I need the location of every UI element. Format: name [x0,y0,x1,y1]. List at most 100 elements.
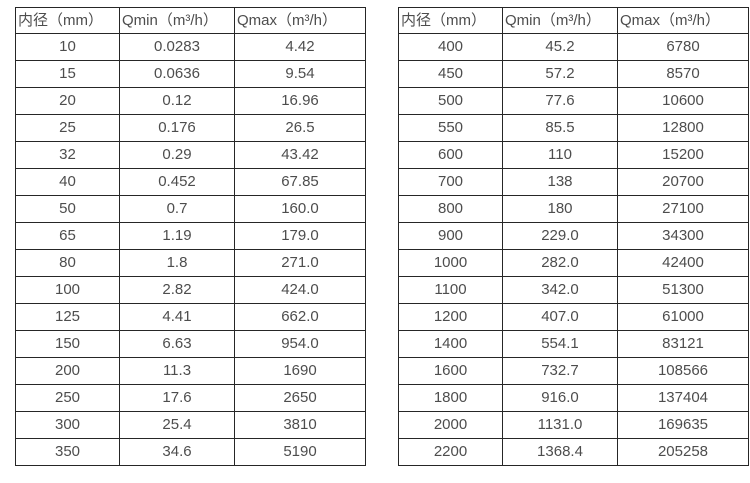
cell: 0.176 [119,114,235,142]
cell: 34.6 [119,438,235,466]
cell: 2650 [234,384,366,412]
cell: 2.82 [119,276,235,304]
cell: 732.7 [502,357,618,385]
cell: 205258 [617,438,749,466]
cell: 282.0 [502,249,618,277]
cell: 51300 [617,276,749,304]
cell: 169635 [617,411,749,439]
cell: 350 [15,438,120,466]
cell: 12800 [617,114,749,142]
cell: 1690 [234,357,366,385]
cell: 27100 [617,195,749,223]
cell: 0.7 [119,195,235,223]
cell: 40 [15,168,120,196]
table-row: 40 0.452 67.85 [15,168,366,196]
table-row: 125 4.41 662.0 [15,303,366,331]
cell: 26.5 [234,114,366,142]
cell: 125 [15,303,120,331]
cell: 8570 [617,60,749,88]
cell: 0.0283 [119,33,235,61]
cell: 138 [502,168,618,196]
cell: 25 [15,114,120,142]
cell: 34300 [617,222,749,250]
table-row: 1200 407.0 61000 [398,303,749,331]
table-row: 20 0.12 16.96 [15,87,366,115]
cell: 1000 [398,249,503,277]
table-row: 150 6.63 954.0 [15,330,366,358]
cell: 32 [15,141,120,169]
cell: 1200 [398,303,503,331]
cell: 45.2 [502,33,618,61]
column-header: Qmax（m³/h） [617,7,749,34]
cell: 0.452 [119,168,235,196]
cell: 6.63 [119,330,235,358]
cell: 50 [15,195,120,223]
table-row: 10 0.0283 4.42 [15,33,366,61]
column-header: 内径（mm） [15,7,120,34]
table-row: 700 138 20700 [398,168,749,196]
cell: 0.0636 [119,60,235,88]
cell: 42400 [617,249,749,277]
table-row: 1400 554.1 83121 [398,330,749,358]
cell: 1600 [398,357,503,385]
column-header: 内径（mm） [398,7,503,34]
table-row: 550 85.5 12800 [398,114,749,142]
table-row: 800 180 27100 [398,195,749,223]
table-row: 50 0.7 160.0 [15,195,366,223]
cell: 61000 [617,303,749,331]
cell: 500 [398,87,503,115]
table-row: 1000 282.0 42400 [398,249,749,277]
cell: 10 [15,33,120,61]
cell: 137404 [617,384,749,412]
table-row: 32 0.29 43.42 [15,141,366,169]
table-row: 600 110 15200 [398,141,749,169]
cell: 450 [398,60,503,88]
cell: 80 [15,249,120,277]
cell: 83121 [617,330,749,358]
cell: 180 [502,195,618,223]
table-row: 900 229.0 34300 [398,222,749,250]
cell: 900 [398,222,503,250]
cell: 179.0 [234,222,366,250]
table-row: 250 17.6 2650 [15,384,366,412]
cell: 300 [15,411,120,439]
table-row: 100 2.82 424.0 [15,276,366,304]
cell: 65 [15,222,120,250]
table-row: 2000 1131.0 169635 [398,411,749,439]
cell: 0.29 [119,141,235,169]
cell: 424.0 [234,276,366,304]
cell: 662.0 [234,303,366,331]
table-row: 80 1.8 271.0 [15,249,366,277]
table-row: 350 34.6 5190 [15,438,366,466]
table-row: 65 1.19 179.0 [15,222,366,250]
table-row: 400 45.2 6780 [398,33,749,61]
table-row: 1600 732.7 108566 [398,357,749,385]
table-row: 1800 916.0 137404 [398,384,749,412]
cell: 15200 [617,141,749,169]
cell: 407.0 [502,303,618,331]
cell: 600 [398,141,503,169]
cell: 57.2 [502,60,618,88]
cell: 9.54 [234,60,366,88]
cell: 554.1 [502,330,618,358]
column-header: Qmin（m³/h） [119,7,235,34]
header-row: 内径（mm） Qmin（m³/h） Qmax（m³/h） [398,7,749,34]
cell: 15 [15,60,120,88]
cell: 67.85 [234,168,366,196]
cell: 100 [15,276,120,304]
cell: 1368.4 [502,438,618,466]
cell: 5190 [234,438,366,466]
cell: 17.6 [119,384,235,412]
cell: 77.6 [502,87,618,115]
cell: 108566 [617,357,749,385]
table-row: 15 0.0636 9.54 [15,60,366,88]
cell: 250 [15,384,120,412]
cell: 271.0 [234,249,366,277]
cell: 0.12 [119,87,235,115]
cell: 1131.0 [502,411,618,439]
cell: 200 [15,357,120,385]
cell: 550 [398,114,503,142]
cell: 2000 [398,411,503,439]
cell: 20700 [617,168,749,196]
